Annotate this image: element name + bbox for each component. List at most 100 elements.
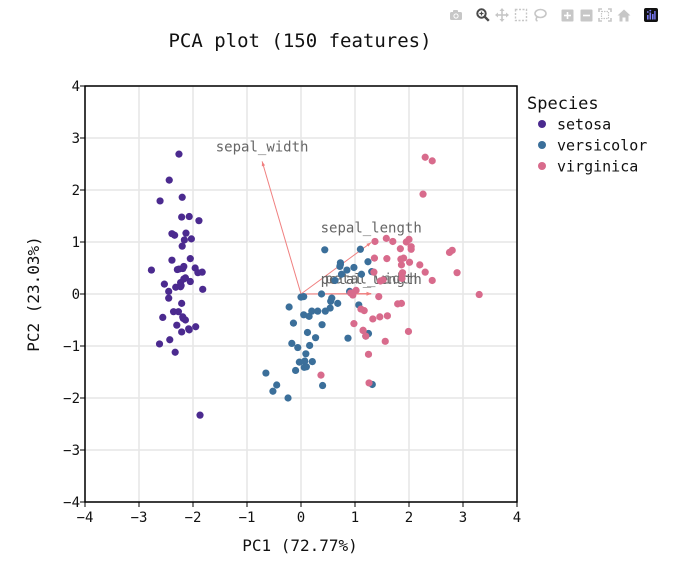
x-tick-label: 1 — [351, 510, 359, 526]
virginica-point — [359, 326, 367, 334]
virginica-point — [405, 258, 414, 266]
x-tick-label: 2 — [405, 510, 413, 526]
loading-vectors: sepal_length sepal_width petal_widthpetal_… — [216, 139, 422, 296]
versicolor-point — [300, 311, 308, 319]
versicolor-point — [368, 268, 376, 276]
virginica-point — [376, 277, 384, 285]
setosa-point — [178, 213, 186, 221]
versicolor-point — [364, 258, 372, 266]
versicolor-point — [300, 293, 308, 301]
versicolor-point — [292, 366, 300, 375]
virginica-point — [347, 289, 355, 297]
versicolor-point — [295, 358, 303, 366]
versicolor-point — [336, 260, 345, 268]
x-tick-label: −3 — [131, 510, 148, 526]
setosa-point — [174, 308, 183, 316]
versicolor-point — [300, 363, 308, 371]
home-icon[interactable] — [616, 7, 632, 23]
virginica-point — [397, 299, 406, 307]
y-tick-label: 3 — [72, 131, 80, 147]
versicolor-point — [343, 266, 351, 274]
setosa-point — [165, 294, 173, 302]
setosa-point — [198, 268, 206, 276]
axes: −4 −3 −2 −1 0 1 2 3 4 −4 −3 −2 −1 0 1 2 3 4 — [63, 79, 521, 526]
box-select-icon[interactable] — [513, 7, 529, 23]
setosa-point — [192, 323, 200, 331]
virginica-point — [375, 293, 383, 301]
legend-label-versicolor: versicolor — [557, 137, 647, 155]
versicolor-point — [306, 341, 314, 350]
setosa-point — [175, 265, 183, 273]
x-tick-label: −4 — [77, 510, 94, 526]
versicolor-point — [337, 270, 346, 278]
versicolor-point — [302, 350, 310, 358]
versicolor-point — [350, 263, 358, 272]
versicolor-point — [289, 319, 298, 327]
versicolor-point — [321, 246, 329, 254]
zoom-in-icon[interactable] — [559, 7, 575, 23]
versicolor-point — [262, 369, 270, 377]
versicolor-point — [285, 303, 293, 311]
loading-arrowhead — [366, 242, 372, 247]
virginica-point — [421, 268, 429, 276]
versicolor-point — [344, 334, 352, 342]
versicolor-point — [328, 294, 336, 302]
setosa-point — [156, 197, 164, 205]
loading-arrow-petal_width — [300, 292, 372, 295]
camera-icon[interactable] — [448, 7, 464, 23]
loading-arrowhead — [366, 292, 372, 296]
versicolor-point — [362, 332, 370, 340]
versicolor-point — [327, 297, 335, 305]
setosa-point — [199, 285, 207, 293]
pan-icon[interactable] — [494, 7, 510, 23]
virginica-point — [360, 307, 368, 315]
y-tick-label: −2 — [63, 391, 80, 407]
virginica-point — [350, 320, 358, 328]
virginica-point — [379, 276, 387, 284]
versicolor-point — [297, 293, 305, 301]
virginica-point — [383, 255, 391, 263]
versicolor-point — [318, 321, 326, 329]
chart-title: PCA plot (150 features) — [168, 30, 431, 52]
versicolor-point — [284, 394, 292, 402]
virginica-point — [357, 305, 365, 313]
setosa-point — [186, 277, 194, 286]
virginica-point — [405, 235, 413, 243]
setosa-point — [180, 262, 188, 271]
loading-label-petal_length: petal_length — [321, 272, 422, 288]
versicolor-point — [334, 299, 342, 307]
legend-marker-versicolor — [538, 141, 546, 149]
setosa-point — [178, 299, 186, 307]
loading-label-petal_width: petal_width — [325, 271, 418, 287]
loading-arrow-sepal_length — [300, 242, 372, 295]
virginica-point — [370, 268, 378, 276]
y-tick-label: 2 — [72, 183, 80, 199]
x-tick-label: 3 — [459, 510, 467, 526]
setosa-point — [179, 314, 187, 323]
setosa-point — [179, 313, 187, 321]
legend-label-setosa: setosa — [557, 116, 611, 134]
setosa-point — [181, 274, 190, 282]
plot-frame — [84, 85, 518, 503]
virginica-point — [394, 300, 402, 308]
setosa-point — [185, 212, 193, 221]
virginica-point — [407, 243, 415, 251]
setosa-point — [155, 340, 164, 348]
x-tick-label: 0 — [297, 510, 305, 526]
lasso-icon[interactable] — [532, 7, 548, 23]
plotly-logo-icon[interactable] — [643, 7, 659, 23]
versicolor-point — [319, 381, 327, 390]
virginica-point — [365, 379, 373, 387]
versicolor-point — [355, 301, 363, 309]
virginica-point — [419, 190, 427, 198]
setosa-point — [181, 316, 190, 324]
virginica-point — [352, 286, 360, 294]
setosa-point — [186, 255, 194, 263]
zoom-icon[interactable] — [475, 7, 491, 23]
versicolor-point — [314, 307, 322, 315]
legend-marker-virginica — [538, 162, 546, 170]
setosa-point — [168, 230, 176, 238]
autoscale-icon[interactable] — [597, 7, 613, 23]
zoom-out-icon[interactable] — [578, 7, 594, 23]
versicolor-point — [356, 245, 364, 253]
